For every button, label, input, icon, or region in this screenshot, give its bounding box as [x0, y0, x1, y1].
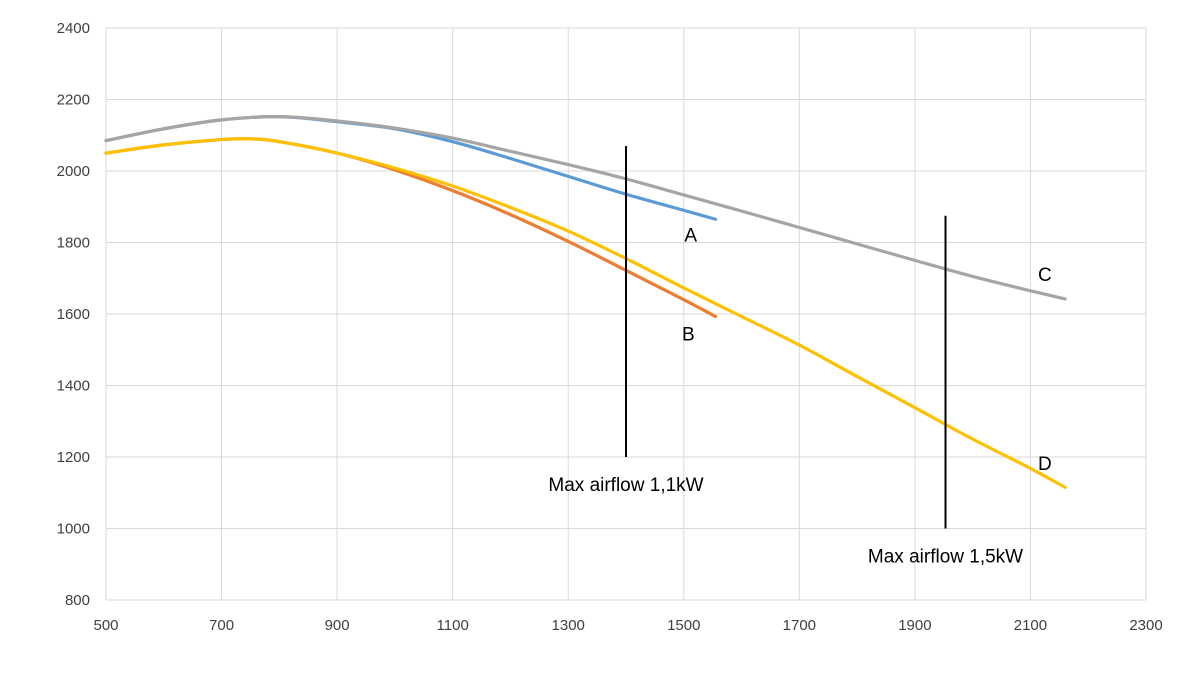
y-tick-label-2: 1200 [57, 449, 90, 466]
x-tick-label-8: 2100 [1014, 617, 1047, 634]
x-tick-label-5: 1500 [667, 617, 700, 634]
series-line-b [104, 137, 718, 319]
reference-lines [625, 145, 947, 529]
series-label-a: A [684, 226, 697, 247]
x-tick-label-6: 1700 [783, 617, 816, 634]
series-line-d [104, 137, 1067, 489]
series-line-c [104, 115, 1067, 301]
series-label-b: B [682, 325, 695, 346]
series-label-d: D [1038, 454, 1052, 475]
x-tick-label-0: 500 [93, 617, 118, 634]
y-tick-label-6: 2000 [57, 163, 90, 180]
x-tick-label-2: 900 [325, 617, 350, 634]
y-tick-label-0: 800 [65, 592, 90, 609]
y-tick-label-4: 1600 [57, 306, 90, 323]
y-tick-label-3: 1400 [57, 378, 90, 395]
reference-line-label-0: Max airflow 1,1kW [548, 475, 703, 496]
x-tick-label-9: 2300 [1129, 617, 1162, 634]
annotations: Max airflow 1,1kW Max airflow 1,5kW A B C D [548, 226, 1051, 568]
x-tick-label-3: 1100 [437, 617, 469, 634]
x-tick-label-4: 1300 [552, 617, 585, 634]
reference-line-label-1: Max airflow 1,5kW [868, 546, 1023, 567]
y-tick-label-1: 1000 [57, 521, 90, 538]
series-label-c: C [1038, 265, 1052, 286]
series-lines [104, 115, 1067, 489]
y-tick-label-8: 2400 [57, 20, 90, 37]
x-tick-label-1: 700 [209, 617, 234, 634]
y-tick-label-5: 1800 [57, 235, 90, 252]
axes: 800 1000 1200 1400 1600 1800 2000 2200 2400 500 70… [57, 20, 1163, 634]
y-tick-label-7: 2200 [57, 92, 90, 109]
x-tick-label-7: 1900 [898, 617, 931, 634]
